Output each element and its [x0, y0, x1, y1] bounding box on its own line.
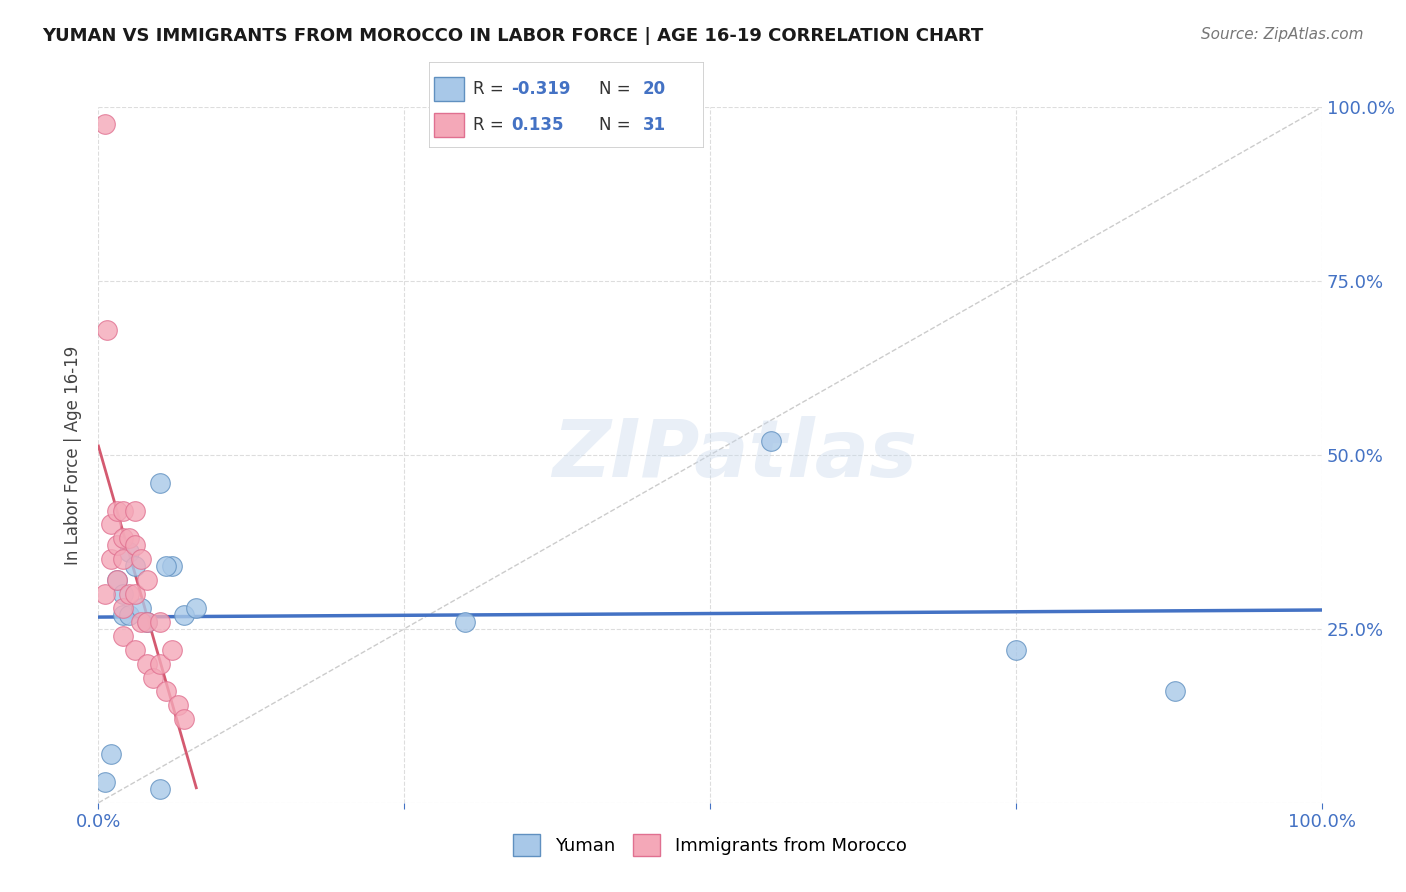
- Point: [118, 607, 141, 622]
- Text: 0.135: 0.135: [512, 116, 564, 134]
- Text: R =: R =: [472, 116, 503, 134]
- Point: [105, 573, 128, 587]
- Point: [1164, 684, 1187, 698]
- Point: [111, 629, 134, 643]
- Text: 31: 31: [643, 116, 666, 134]
- Point: [129, 615, 152, 629]
- Point: [111, 532, 134, 546]
- Point: [136, 573, 159, 587]
- Point: [100, 747, 122, 761]
- Text: R =: R =: [472, 80, 503, 98]
- Point: [111, 601, 134, 615]
- Point: [124, 642, 146, 657]
- Point: [149, 475, 172, 490]
- Point: [160, 642, 183, 657]
- Point: [111, 503, 134, 517]
- Point: [129, 552, 152, 566]
- Point: [1004, 642, 1026, 657]
- Point: [111, 607, 134, 622]
- Point: [142, 671, 165, 685]
- Point: [155, 684, 177, 698]
- Point: [136, 615, 159, 629]
- Point: [111, 587, 134, 601]
- Point: [129, 601, 152, 615]
- Text: N =: N =: [599, 80, 630, 98]
- Point: [136, 657, 159, 671]
- Bar: [434, 113, 464, 136]
- Text: 20: 20: [643, 80, 666, 98]
- Point: [105, 503, 128, 517]
- Point: [118, 532, 141, 546]
- Text: Source: ZipAtlas.com: Source: ZipAtlas.com: [1201, 27, 1364, 42]
- Point: [761, 434, 783, 448]
- Point: [173, 607, 195, 622]
- Point: [124, 587, 146, 601]
- Point: [160, 559, 183, 574]
- Point: [100, 517, 122, 532]
- Point: [118, 587, 141, 601]
- Y-axis label: In Labor Force | Age 16-19: In Labor Force | Age 16-19: [65, 345, 83, 565]
- Point: [173, 712, 195, 726]
- Legend: Yuman, Immigrants from Morocco: Yuman, Immigrants from Morocco: [506, 827, 914, 863]
- Point: [454, 615, 477, 629]
- Text: N =: N =: [599, 116, 630, 134]
- Point: [167, 698, 190, 713]
- Point: [149, 781, 172, 796]
- Point: [100, 552, 122, 566]
- Point: [124, 503, 146, 517]
- Point: [124, 538, 146, 552]
- Point: [149, 657, 172, 671]
- Text: ZIPatlas: ZIPatlas: [553, 416, 917, 494]
- Point: [186, 601, 208, 615]
- Point: [111, 552, 134, 566]
- Point: [105, 538, 128, 552]
- Bar: [434, 78, 464, 101]
- Point: [96, 323, 118, 337]
- Point: [93, 775, 115, 789]
- Text: -0.319: -0.319: [512, 80, 571, 98]
- Point: [136, 615, 159, 629]
- Text: YUMAN VS IMMIGRANTS FROM MOROCCO IN LABOR FORCE | AGE 16-19 CORRELATION CHART: YUMAN VS IMMIGRANTS FROM MOROCCO IN LABO…: [42, 27, 983, 45]
- Point: [105, 573, 128, 587]
- Point: [118, 545, 141, 559]
- Point: [93, 117, 115, 131]
- Point: [93, 587, 115, 601]
- Point: [155, 559, 177, 574]
- Point: [124, 559, 146, 574]
- Point: [149, 615, 172, 629]
